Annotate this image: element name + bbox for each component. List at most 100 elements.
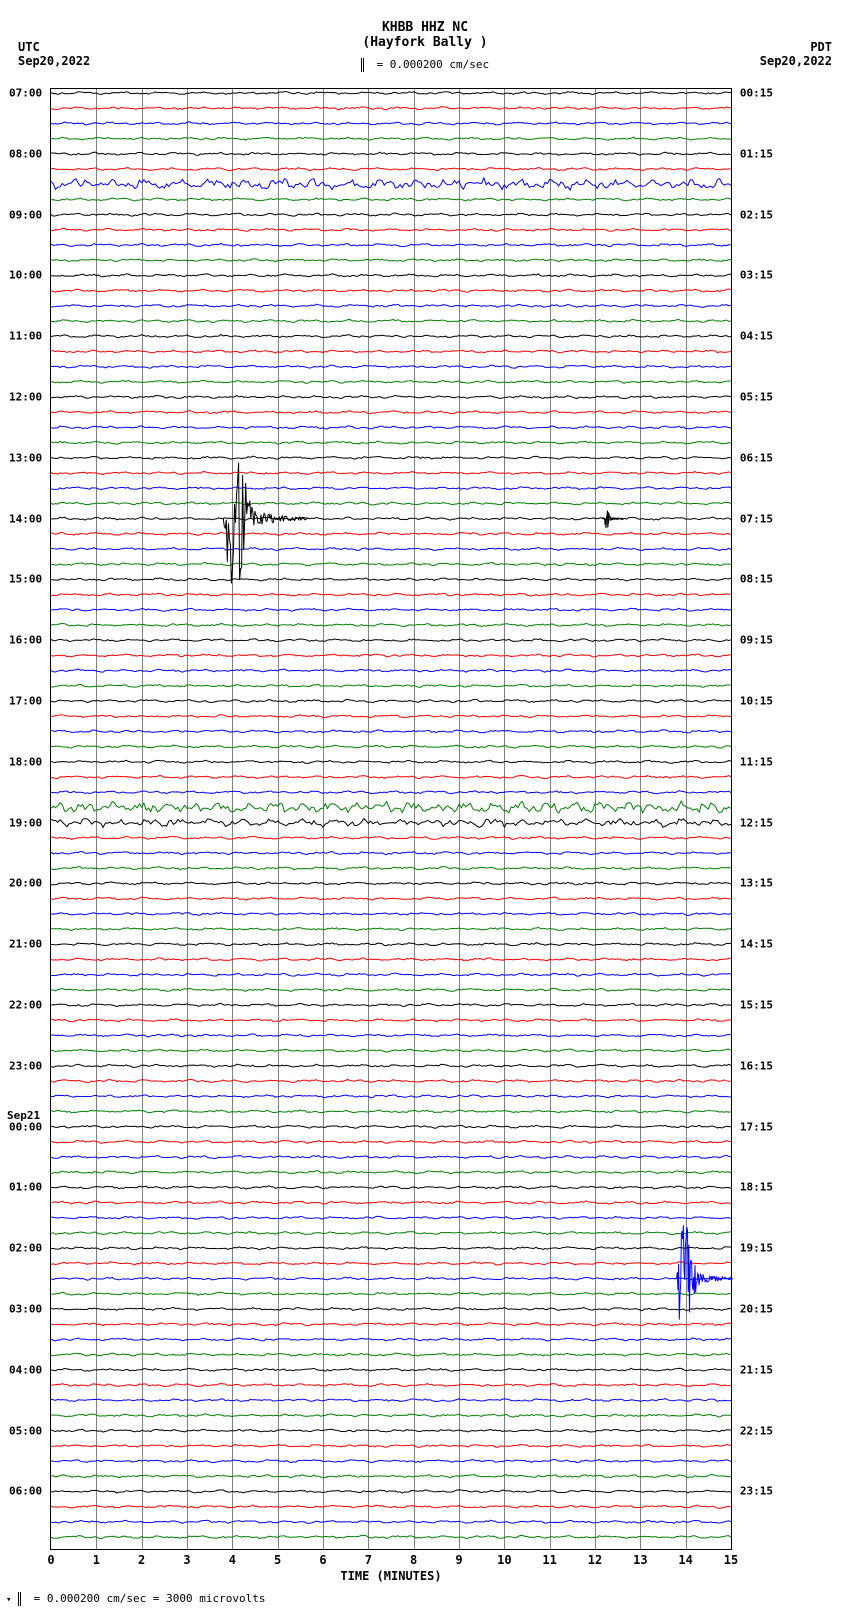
footer-scale-text: = 0.000200 cm/sec = 3000 microvolts — [34, 1592, 266, 1605]
right-time-label: 12:15 — [740, 816, 773, 829]
seismic-trace — [51, 1323, 731, 1326]
x-tick: 11 — [542, 1553, 556, 1567]
seismic-trace — [51, 350, 731, 353]
seismic-trace — [51, 1186, 731, 1189]
station-code: KHBB HHZ NC — [0, 0, 850, 35]
seismic-trace — [51, 1247, 731, 1250]
seismic-trace — [51, 1490, 731, 1493]
seismic-trace — [51, 228, 731, 231]
seismic-trace — [51, 1475, 731, 1478]
seismic-trace — [51, 715, 731, 718]
seismic-trace — [51, 1414, 731, 1417]
seismic-trace — [51, 122, 731, 125]
seismic-trace — [51, 395, 731, 398]
seismic-trace — [51, 608, 731, 611]
right-time-label: 16:15 — [740, 1059, 773, 1072]
seismic-trace — [51, 851, 731, 854]
x-tick: 4 — [229, 1553, 236, 1567]
seismic-trace — [51, 623, 731, 626]
seismic-trace — [51, 441, 731, 444]
right-time-label: 08:15 — [740, 573, 773, 586]
seismic-trace — [51, 1216, 731, 1219]
seismic-trace — [51, 801, 731, 813]
left-time-label: 14:00 — [9, 512, 42, 525]
seismic-trace — [51, 1353, 731, 1356]
seismic-trace — [51, 1201, 731, 1204]
seismic-trace — [51, 92, 731, 95]
scale-bar-icon — [361, 58, 364, 72]
left-time-label: 17:00 — [9, 695, 42, 708]
seismic-trace — [51, 973, 731, 976]
right-time-label: 10:15 — [740, 695, 773, 708]
right-time-label: 09:15 — [740, 634, 773, 647]
right-time-label: 05:15 — [740, 391, 773, 404]
right-time-label: 23:15 — [740, 1485, 773, 1498]
x-tick: 15 — [724, 1553, 738, 1567]
station-location: (Hayfork Bally ) — [0, 35, 850, 50]
seismic-trace — [51, 1277, 731, 1280]
seismic-trace — [51, 502, 731, 505]
seismic-trace — [51, 988, 731, 991]
seismic-trace — [51, 1155, 731, 1158]
seismic-trace — [51, 289, 731, 292]
right-time-label: 11:15 — [740, 755, 773, 768]
seismic-trace — [51, 274, 731, 277]
seismic-trace — [51, 532, 731, 535]
left-time-label: 21:00 — [9, 938, 42, 951]
tz-right-date: Sep20,2022 — [760, 54, 832, 68]
left-time-label: 10:00 — [9, 269, 42, 282]
x-tick: 6 — [319, 1553, 326, 1567]
seismic-trace — [51, 137, 731, 140]
seismic-trace — [51, 178, 731, 190]
seismic-trace — [51, 1019, 731, 1022]
seismic-trace — [51, 107, 731, 110]
x-axis-label: TIME (MINUTES) — [340, 1569, 441, 1583]
x-tick: 14 — [678, 1553, 692, 1567]
traces-svg — [51, 89, 731, 1549]
seismic-trace — [51, 867, 731, 870]
seismic-trace — [51, 699, 731, 702]
seismic-trace — [51, 1064, 731, 1067]
seismic-trace — [51, 639, 731, 642]
left-time-label: 22:00 — [9, 999, 42, 1012]
seismic-trace — [51, 1505, 731, 1508]
right-time-label: 20:15 — [740, 1303, 773, 1316]
seismic-trace — [51, 578, 731, 581]
left-time-label: 19:00 — [9, 816, 42, 829]
seismic-trace — [51, 1444, 731, 1447]
seismogram-container: KHBB HHZ NC (Hayfork Bally ) = 0.000200 … — [0, 0, 850, 1613]
seismic-trace — [51, 1429, 731, 1432]
seismic-trace — [51, 1034, 731, 1037]
right-time-label: 00:15 — [740, 87, 773, 100]
seismic-trace — [51, 426, 731, 429]
seismic-trace — [51, 1535, 731, 1538]
x-tick: 12 — [588, 1553, 602, 1567]
seismic-trace — [51, 243, 731, 246]
right-time-label: 04:15 — [740, 330, 773, 343]
seismic-trace — [51, 897, 731, 900]
footer-tick-icon: ▾ — [6, 1595, 11, 1605]
seismic-trace — [51, 1125, 731, 1128]
left-time-label: 16:00 — [9, 634, 42, 647]
x-tick: 5 — [274, 1553, 281, 1567]
left-time-label: 13:00 — [9, 451, 42, 464]
right-time-label: 06:15 — [740, 451, 773, 464]
seismic-trace — [51, 1232, 731, 1235]
seismic-trace — [51, 927, 731, 930]
seismic-event — [602, 511, 624, 529]
seismic-trace — [51, 167, 731, 170]
seismic-trace — [51, 1399, 731, 1402]
left-time-label: 23:00 — [9, 1059, 42, 1072]
seismic-trace — [51, 487, 731, 490]
seismic-trace — [51, 1110, 731, 1113]
seismic-trace — [51, 411, 731, 414]
seismic-trace — [51, 882, 731, 885]
x-tick: 0 — [47, 1553, 54, 1567]
left-time-label: 18:00 — [9, 755, 42, 768]
seismic-trace — [51, 669, 731, 672]
seismic-trace — [51, 684, 731, 687]
x-tick: 10 — [497, 1553, 511, 1567]
left-time-label: 08:00 — [9, 147, 42, 160]
right-time-label: 03:15 — [740, 269, 773, 282]
seismic-trace — [51, 1049, 731, 1052]
